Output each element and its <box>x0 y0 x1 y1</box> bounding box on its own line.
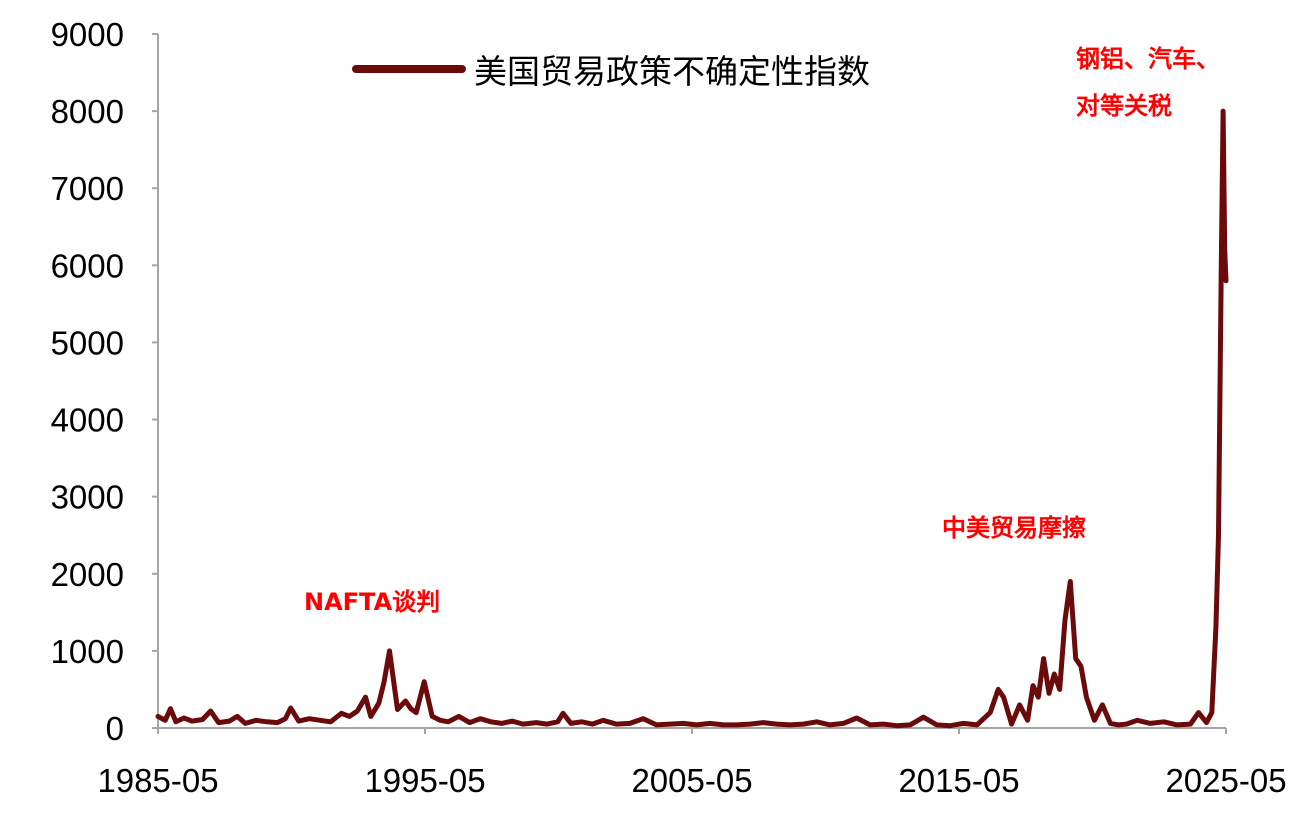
y-tick-label: 9000 <box>51 16 124 53</box>
y-tick-label: 5000 <box>51 324 124 361</box>
annotation-tariffs-line2: 对等关税 <box>1076 92 1172 120</box>
y-tick-label: 2000 <box>51 556 124 593</box>
y-tick-label: 4000 <box>51 402 124 439</box>
x-tick-label: 1995-05 <box>364 762 485 799</box>
x-tick-label: 2015-05 <box>898 762 1019 799</box>
x-tick-label: 2025-05 <box>1165 762 1286 799</box>
x-tick-label: 1985-05 <box>97 762 218 799</box>
y-tick-label: 6000 <box>51 247 124 284</box>
series-line-0 <box>155 108 1229 729</box>
legend: 美国贸易政策不确定性指数 <box>352 52 870 91</box>
y-axis: 0 1000 2000 3000 4000 5000 6000 7000 8000 9000 <box>51 16 159 747</box>
annotation-nafta: NAFTA谈判 <box>304 588 440 616</box>
y-tick-label: 8000 <box>51 93 124 130</box>
y-tick-label: 7000 <box>51 170 124 207</box>
annotation-tariffs-line1: 钢铝、汽车、 <box>1076 45 1220 73</box>
annotations: NAFTA谈判 中美贸易摩擦 钢铝、汽车、 对等关税 <box>304 45 1220 616</box>
x-tick-label: 2005-05 <box>631 762 752 799</box>
series-layer <box>155 108 1229 729</box>
y-tick-label: 0 <box>106 710 124 747</box>
y-tick-label: 1000 <box>51 633 124 670</box>
annotation-us-china-trade-friction: 中美贸易摩擦 <box>942 514 1086 542</box>
x-axis: 1985-05 1995-05 2005-05 2015-05 2025-05 <box>97 727 1287 799</box>
y-tick-label: 3000 <box>51 479 124 516</box>
legend-label: 美国贸易政策不确定性指数 <box>474 52 870 91</box>
